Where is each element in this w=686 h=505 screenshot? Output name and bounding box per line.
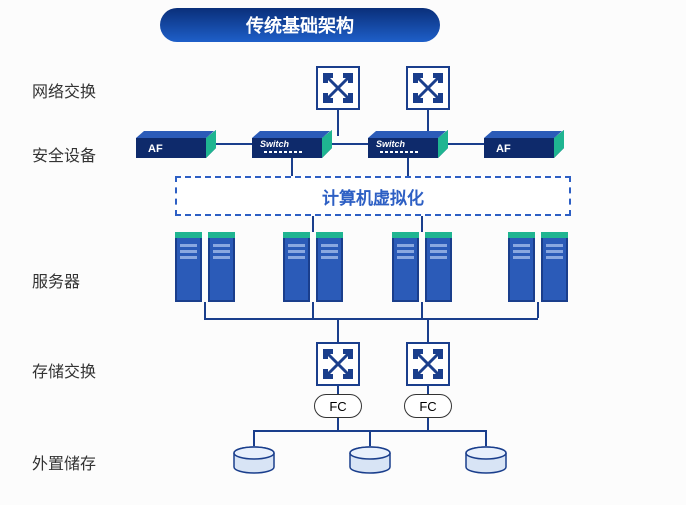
network-switch-icon [316,66,360,110]
server-icon [508,232,568,302]
connector [312,302,314,318]
connector [291,158,293,176]
connector [427,318,429,342]
connector [369,430,371,446]
storage-switch-icon [406,342,450,386]
layer-label-storage-switch: 存储交换 [32,358,96,382]
af-device: AF [484,130,564,158]
connector [253,430,255,446]
network-switch-icon [406,66,450,110]
connector [421,302,423,318]
diagram-title: 传统基础架构 [160,8,440,42]
storage-switch-icon [316,342,360,386]
fc-label: FC [314,394,362,418]
storage-disk-icon [348,446,392,474]
layer-label-external-storage: 外置储存 [32,450,96,474]
layer-label-security: 安全设备 [32,142,96,166]
connector [204,302,206,318]
fc-label: FC [404,394,452,418]
layer-label-server: 服务器 [32,268,80,292]
connector [337,418,339,430]
connector [407,158,409,176]
switch-device: Switch [368,130,448,158]
connector [421,216,423,232]
virtualization-box: 计算机虚拟化 [175,176,571,216]
svg-text:AF: AF [496,143,511,155]
connector [537,302,539,318]
connector [427,418,429,430]
svg-text:AF: AF [148,143,163,155]
virt-label: 计算机虚拟化 [322,184,424,209]
server-icon [392,232,452,302]
connector [337,386,339,394]
svg-text:Switch: Switch [260,139,290,149]
connector [337,110,339,136]
storage-disk-icon [464,446,508,474]
storage-disk-icon [232,446,276,474]
svg-text:Switch: Switch [376,139,406,149]
connector [204,318,538,320]
connector [337,318,339,342]
server-icon [283,232,343,302]
server-icon [175,232,235,302]
connector [312,216,314,232]
title-text: 传统基础架构 [246,12,354,38]
af-device: AF [136,130,216,158]
connector [427,386,429,394]
switch-device: Switch [252,130,332,158]
layer-label-network: 网络交换 [32,78,96,102]
connector [485,430,487,446]
